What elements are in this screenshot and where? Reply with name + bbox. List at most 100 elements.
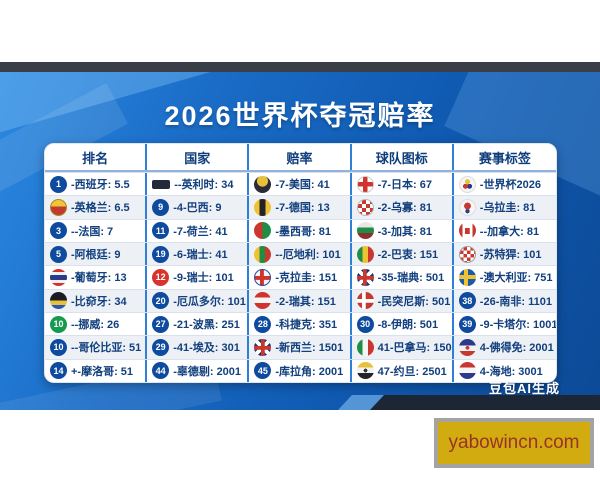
cell-text: --挪威: 26 bbox=[71, 319, 120, 332]
table-cell: --厄地利: 101 bbox=[249, 242, 352, 266]
cell-text: -9-瑞士: 101 bbox=[173, 272, 234, 285]
cell-text: -克拉圭: 151 bbox=[275, 272, 338, 285]
badge-blue-icon: 5 bbox=[50, 245, 67, 263]
table-cell: -3-加其: 81 bbox=[352, 219, 454, 242]
top-divider-bar bbox=[0, 62, 600, 72]
table-body: 1 -西班牙: 5.5 --英利时: 34 -7-美国: 41 -7-日本: 67 -世界… bbox=[45, 172, 556, 382]
cell-text: --厄地利: 101 bbox=[275, 249, 341, 262]
table-row: 5 -阿根廷: 9 19 -6-瑞士: 41 --厄地利: 101 -2-巴衷: 151 -… bbox=[45, 241, 556, 266]
table-cell: 38 -26-南非: 1101 bbox=[454, 290, 556, 312]
table-cell: 3 --法国: 7 bbox=[45, 219, 148, 242]
badge-red-icon: 12 bbox=[152, 268, 170, 286]
table-cell: --英利时: 34 bbox=[147, 173, 250, 196]
header-cell-event-tag: 赛事标签 bbox=[478, 150, 531, 166]
badge-blue-icon: 44 bbox=[152, 362, 170, 380]
cell-text: 4-海地: 3001 bbox=[479, 365, 543, 378]
flag-cross-red-icon bbox=[254, 268, 272, 286]
promo-link[interactable]: yabowincn.com bbox=[434, 418, 594, 468]
logo-worldcup-icon bbox=[458, 175, 476, 193]
flag-thailand-icon bbox=[50, 268, 67, 286]
badge-blue-icon: 3 bbox=[50, 222, 67, 240]
table-cell: -7-日本: 67 bbox=[352, 173, 454, 196]
cell-text: -26-南非: 1101 bbox=[479, 295, 552, 308]
table-row: 10 --哥伦比亚: 51 29 -41-埃及: 301 -新西兰: 1501 41-巴拿… bbox=[45, 335, 556, 359]
flag-netherlands-icon bbox=[458, 362, 476, 380]
flag-sweden-icon bbox=[458, 268, 476, 286]
flag-croatia-check-icon bbox=[356, 198, 374, 216]
table-row: 10 --挪威: 26 27 -21-波黑: 251 28 -科捷克: 351 30 -8-伊… bbox=[45, 311, 556, 336]
flag-austria-icon bbox=[254, 292, 272, 310]
flag-bulgaria-icon bbox=[356, 222, 374, 240]
cell-text: -新西兰: 1501 bbox=[275, 342, 344, 355]
flag-gold-black-icon bbox=[254, 198, 272, 216]
badge-blue-icon: 10 bbox=[50, 338, 67, 356]
flag-mali-icon bbox=[356, 245, 374, 263]
cell-text: -西班牙: 5.5 bbox=[71, 179, 130, 192]
header-cell-team-icon: 球队图标 bbox=[352, 144, 454, 170]
table-row: -英格兰: 6.5 9 -4-巴西: 9 -7-德国: 13 -2-乌寡: 81 -乌拉圭… bbox=[45, 195, 556, 219]
cell-text: -阿根廷: 9 bbox=[71, 249, 121, 262]
badge-blue-icon: 30 bbox=[356, 315, 374, 333]
promo-link-text: yabowincn.com bbox=[448, 432, 580, 453]
table-cell: 14 +-摩洛哥: 51 bbox=[45, 359, 148, 382]
flag-red-green-icon bbox=[254, 222, 272, 240]
cell-text: -英格兰: 6.5 bbox=[71, 202, 130, 215]
table-cell: -墨西哥: 81 bbox=[249, 219, 352, 242]
cell-text: -比奅牙: 34 bbox=[71, 295, 127, 308]
logo-worldcup-red-icon bbox=[458, 198, 476, 216]
header-cell-rank: 排名 bbox=[45, 144, 148, 170]
flag-jordan-icon bbox=[356, 362, 374, 380]
table-cell: 30 -8-伊朗: 501 bbox=[352, 312, 454, 336]
table-cell: 12 -9-瑞士: 101 bbox=[147, 266, 250, 289]
cell-text: -乌拉圭: 81 bbox=[479, 202, 536, 215]
badge-blue-icon: 45 bbox=[254, 362, 272, 380]
table-cell: -7-美国: 41 bbox=[249, 173, 352, 196]
cell-text: --加拿大: 81 bbox=[479, 225, 540, 238]
table-cell: -克拉圭: 151 bbox=[249, 266, 352, 289]
badge-blue-icon: 1 bbox=[50, 175, 67, 193]
cell-text: -葡萄牙: 13 bbox=[71, 272, 127, 285]
flag-star-icon bbox=[458, 338, 476, 356]
table-cell: 10 --挪威: 26 bbox=[45, 312, 148, 336]
table-cell: -英格兰: 6.5 bbox=[45, 196, 148, 219]
cell-text: -2-乌寡: 81 bbox=[377, 202, 432, 215]
table-cell: -35-瑞典: 501 bbox=[352, 266, 454, 289]
table-cell: 4-海地: 3001 bbox=[454, 360, 556, 382]
flag-canada-icon bbox=[458, 222, 476, 240]
table-cell: -2-瑞其: 151 bbox=[249, 289, 352, 312]
cell-text: -7-美国: 41 bbox=[275, 179, 330, 192]
dark-diagonal-accent bbox=[370, 395, 600, 410]
cell-text: -澳大利亚: 751 bbox=[479, 272, 553, 285]
page-title: 2026世界杯夺冠赔率 bbox=[164, 101, 436, 131]
crest-croatia-icon bbox=[458, 245, 476, 263]
cell-text: -7-日本: 67 bbox=[377, 179, 432, 192]
cell-text: -库拉角: 2001 bbox=[275, 365, 344, 378]
badge-blue-icon: 19 bbox=[152, 245, 170, 263]
table-cell: 5 -阿根廷: 9 bbox=[45, 242, 148, 266]
table-cell: -2-巴衷: 151 bbox=[352, 242, 454, 266]
table-cell: 4-佛得免: 2001 bbox=[454, 336, 556, 358]
table-cell: -葡萄牙: 13 bbox=[45, 266, 148, 289]
cell-text: -9-卡塔尔: 1001 bbox=[479, 319, 556, 332]
table-cell: 9 -4-巴西: 9 bbox=[147, 196, 250, 219]
table-cell: 27 -21-波黑: 251 bbox=[147, 312, 250, 336]
cell-text: -35-瑞典: 501 bbox=[377, 272, 445, 285]
header-cell-odds: 赔率 bbox=[249, 144, 352, 170]
table-cell: 41-巴拿马: 1501 bbox=[352, 336, 454, 359]
header-cell-country: 国家 bbox=[147, 144, 250, 170]
crest-crown-icon bbox=[254, 175, 272, 193]
cell-text: -3-加其: 81 bbox=[377, 225, 432, 238]
cell-text: --哥伦比亚: 51 bbox=[71, 342, 142, 355]
table-cell: -民突尼斯: 501 bbox=[352, 289, 454, 312]
table-cell: -7-德国: 13 bbox=[249, 196, 352, 219]
bar-dark-icon bbox=[152, 179, 171, 189]
cell-text: -2-巴衷: 151 bbox=[377, 249, 439, 262]
flag-white-red-cross-icon bbox=[356, 175, 374, 193]
table-row: 1 -西班牙: 5.5 --英利时: 34 -7-美国: 41 -7-日本: 67 -世界… bbox=[45, 172, 556, 196]
flag-denmark-icon bbox=[356, 292, 374, 310]
cell-text: -苏特猂: 101 bbox=[479, 249, 542, 262]
footer-area: yabowincn.com bbox=[0, 410, 600, 480]
table-cell: 20 -厄瓜多尔: 101 bbox=[147, 289, 250, 312]
table-header-row: 排名 国家 赔率 球队图标 赛事标签 bbox=[45, 144, 556, 172]
table-cell: -世界杯2026 bbox=[454, 173, 556, 195]
